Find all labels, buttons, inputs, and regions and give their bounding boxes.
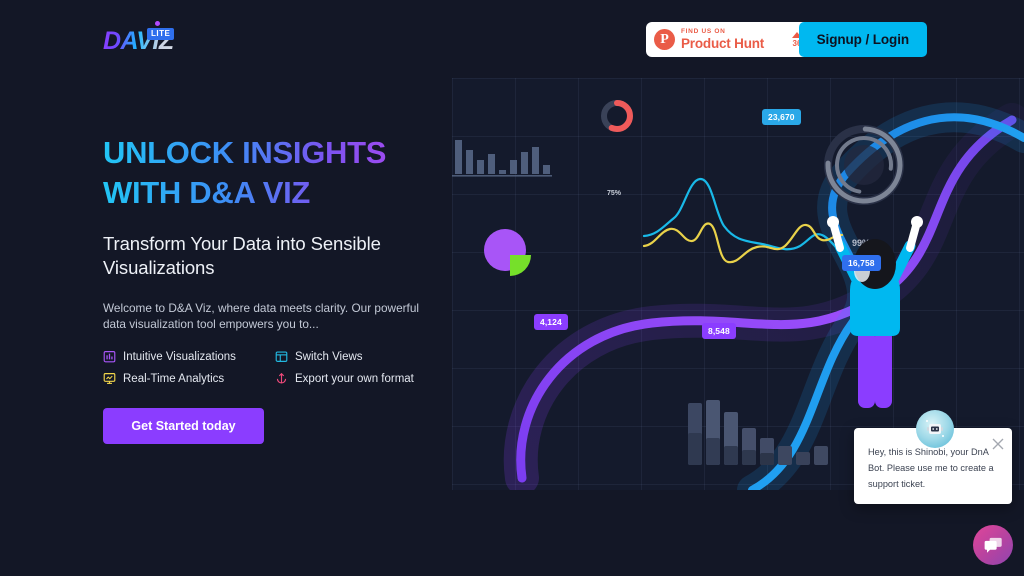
product-hunt-upvote[interactable]: 36 (792, 31, 804, 48)
feature-item-export-format: Export your own format (275, 372, 433, 385)
monitor-analytics-icon (103, 372, 116, 385)
hero-body-text: Welcome to D&A Viz, where data meets cla… (103, 301, 420, 331)
feature-item-switch-views: Switch Views (275, 350, 433, 363)
histogram-chart (452, 140, 552, 177)
brand-logo-badge: LITE (147, 28, 175, 40)
feature-label: Export your own format (295, 372, 414, 385)
feature-list: Intuitive Visualizations Switch Views (103, 350, 433, 385)
line-chart (642, 177, 847, 264)
product-hunt-text: FIND US ON Product Hunt (681, 28, 792, 51)
chat-tooltip: Hey, this is Shinobi, your DnA Bot. Plea… (854, 410, 1012, 504)
brand-logo-dot (155, 21, 160, 26)
caret-up-icon (792, 31, 802, 38)
signup-login-button[interactable]: Signup / Login (798, 22, 927, 57)
feature-label: Switch Views (295, 350, 363, 363)
badge-4124: 4,124 (534, 314, 568, 330)
feature-item-intuitive-visualizations: Intuitive Visualizations (103, 350, 275, 363)
product-hunt-badge[interactable]: P FIND US ON Product Hunt 36 (646, 22, 812, 57)
badge-16758: 16,758 (842, 255, 881, 271)
gauge-value-label: 99% (852, 238, 871, 248)
product-hunt-icon: P (654, 29, 675, 50)
headline-line-2: WITH D&A VIZ (103, 175, 311, 210)
feature-item-real-time-analytics: Real-Time Analytics (103, 372, 275, 385)
feature-label: Real-Time Analytics (123, 372, 225, 385)
chat-bubbles-icon (984, 537, 1002, 553)
donut-value-label: 75% (607, 190, 622, 197)
export-upload-icon (275, 372, 288, 385)
product-hunt-eyebrow: FIND US ON (681, 28, 726, 35)
feature-label: Intuitive Visualizations (123, 350, 236, 363)
gauge-ring (824, 125, 904, 205)
layout-switch-icon (275, 350, 288, 363)
chat-tooltip-message: Hey, this is Shinobi, your DnA Bot. Plea… (868, 447, 994, 489)
hero-subheading: Transform Your Data into Sensible Visual… (103, 233, 381, 278)
product-hunt-title: Product Hunt (681, 36, 765, 51)
ninja-bot-avatar (916, 410, 954, 448)
badge-23670: 23,670 (762, 109, 801, 125)
chat-launcher-button[interactable] (973, 525, 1013, 565)
site-header: DAVIZ LITE P FIND US ON Product Hunt 36 … (0, 0, 1024, 78)
get-started-button[interactable]: Get Started today (103, 408, 264, 444)
headline-line-1: UNLOCK INSIGHTS (103, 135, 387, 170)
donut-chart (601, 100, 633, 132)
close-icon[interactable] (992, 438, 1004, 450)
product-hunt-upvote-count: 36 (792, 38, 802, 48)
hero-section: UNLOCK INSIGHTS WITH D&A VIZ Transform Y… (103, 133, 453, 444)
bar-chart-icon (103, 350, 116, 363)
pie-chart (484, 229, 531, 276)
badge-8548: 8,548 (702, 323, 736, 339)
brand-logo[interactable]: DAVIZ LITE (103, 21, 175, 56)
page-title: UNLOCK INSIGHTS WITH D&A VIZ (103, 133, 433, 213)
stacked-bar-chart (688, 400, 828, 465)
